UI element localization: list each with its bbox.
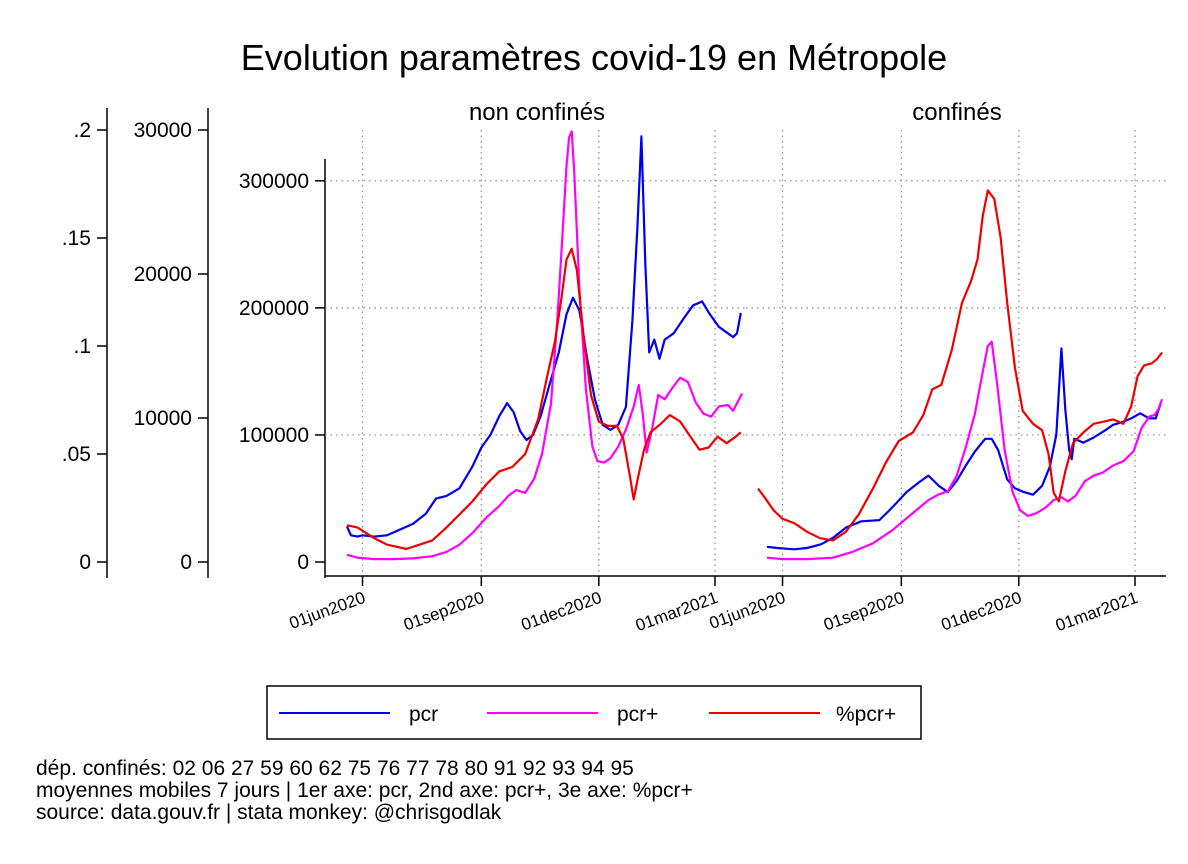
x-tick-label: 01mar2021 <box>1053 588 1140 635</box>
series-line-pcr <box>345 135 742 538</box>
y-axis-pct-pcr-plus: 0 .05 .1 .15 .2 <box>62 108 108 578</box>
note-moyennes: moyennes mobiles 7 jours | 1er axe: pcr,… <box>36 779 693 802</box>
y-tick-label: .15 <box>62 227 91 250</box>
y-tick-label: 300000 <box>239 170 309 193</box>
y-tick-label: .2 <box>73 119 91 142</box>
x-tick-label: 01sep2020 <box>821 588 907 635</box>
note-source: source: data.gouv.fr | stata monkey: @ch… <box>36 801 502 824</box>
panel-title: non confinés <box>469 99 605 126</box>
series-line-pcr <box>766 347 1162 551</box>
legend: pcr pcr+ %pcr+ <box>266 685 922 740</box>
y-tick-label: 0 <box>180 551 192 574</box>
y-tick-label: .05 <box>62 443 91 466</box>
x-tick-label: 01dec2020 <box>939 588 1025 635</box>
x-tick-label: 01sep2020 <box>401 588 487 635</box>
y-axis-pcr: 0 100000 200000 300000 <box>239 158 326 578</box>
series-line-pct-pcr-plus <box>757 189 1163 542</box>
x-tick-label: 01jun2020 <box>287 588 368 633</box>
x-tick-label: 01dec2020 <box>519 588 605 635</box>
y-tick-label: 200000 <box>239 297 309 320</box>
series-line-pcr-plus <box>766 340 1164 561</box>
panels: non confinés 01jun2020 01sep2020 01dec2020 0… <box>287 99 1166 635</box>
legend-label-pcr-plus: pcr+ <box>617 703 658 726</box>
panel-title: confinés <box>912 99 1001 126</box>
y-tick-label: 0 <box>297 551 309 574</box>
y-axes: 010000020000030000001000020000300000.05.… <box>62 108 326 578</box>
y-tick-label: 0 <box>79 551 91 574</box>
series-line-pct-pcr-plus <box>346 247 742 551</box>
legend-frame <box>266 685 922 740</box>
x-tick-label: 01jun2020 <box>707 588 788 633</box>
panel-non-confines: non confinés 01jun2020 01sep2020 01dec2020 0… <box>287 99 746 635</box>
x-tick-label: 01mar2021 <box>633 588 720 635</box>
y-tick-label: 30000 <box>134 119 192 142</box>
y-tick-label: 20000 <box>134 263 192 286</box>
y-axis-pcr-plus: 0 10000 20000 30000 <box>134 108 209 578</box>
legend-label-pcr: pcr <box>409 703 438 726</box>
y-tick-label: 100000 <box>239 424 309 447</box>
y-tick-label: .1 <box>73 335 91 358</box>
panel-confines: confinés 01jun2020 01sep2020 01dec2020 01mar… <box>707 99 1166 635</box>
series-line-pcr-plus <box>346 130 744 561</box>
y-tick-label: 10000 <box>134 407 192 430</box>
legend-label-pct-pcr-plus: %pcr+ <box>836 703 896 726</box>
chart-title: Evolution paramètres covid-19 en Métropo… <box>241 37 947 78</box>
note-departements: dép. confinés: 02 06 27 59 60 62 75 76 7… <box>36 757 634 780</box>
